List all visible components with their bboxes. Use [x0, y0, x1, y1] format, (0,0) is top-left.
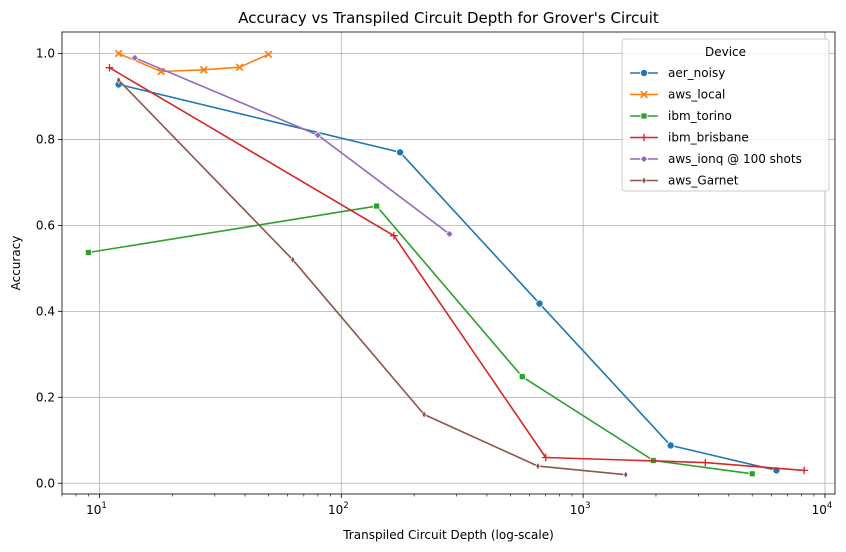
series-aws-local: [114, 49, 273, 76]
data-point: [666, 441, 675, 450]
grid-layer: [62, 32, 835, 494]
legend-entry: aws_local: [630, 88, 725, 102]
data-point: [390, 231, 398, 240]
legend-entries: aer_noisy aws_local ibm_torino ibm_brisbane…: [630, 66, 802, 188]
legend-entry: aws_ionq @ 100 shots: [630, 152, 802, 166]
data-point: [264, 50, 273, 59]
series-aws-ionq-100-shots: [130, 53, 454, 239]
data-point: [748, 470, 756, 478]
legend-entry: aws_Garnet: [630, 174, 739, 188]
x-axis-label: Transpiled Circuit Depth (log-scale): [342, 528, 554, 542]
legend-entry: aer_noisy: [630, 66, 725, 80]
y-tick-label: 1.0: [36, 46, 55, 60]
axes-frame: [61, 31, 836, 495]
x-tick-label: 102: [328, 501, 349, 517]
legend-marker: [640, 90, 648, 99]
data-point: [130, 53, 139, 62]
legend-label: aws_local: [668, 88, 725, 102]
y-tick-label: 0.8: [36, 132, 55, 146]
legend: Device aer_noisy aws_local ibm_torino ibm_b…: [621, 38, 830, 192]
legend-label: aws_ionq @ 100 shots: [668, 152, 802, 166]
legend-entry: ibm_brisbane: [630, 131, 749, 145]
legend-marker: [640, 112, 648, 120]
data-point: [84, 249, 92, 256]
data-point: [518, 373, 526, 381]
data-point: [623, 470, 629, 479]
legend-label: ibm_brisbane: [668, 131, 749, 145]
legend-label: aws_Garnet: [668, 174, 739, 188]
data-point: [421, 410, 427, 419]
data-point: [535, 299, 544, 308]
y-tick-label: 0.2: [36, 390, 55, 404]
series-aws-garnet: [116, 75, 629, 479]
x-tick-label: 101: [86, 501, 107, 517]
y-tick-label: 0.0: [36, 476, 55, 490]
data-point: [701, 458, 710, 467]
data-point: [535, 461, 541, 471]
data-point: [396, 148, 405, 157]
series-ibm-brisbane: [105, 63, 808, 475]
data-point: [313, 130, 323, 140]
data-point: [199, 65, 208, 74]
data-point: [114, 49, 123, 58]
legend-title: Device: [705, 45, 746, 59]
data-point: [235, 63, 244, 72]
y-axis-label: Accuracy: [9, 236, 23, 291]
data-point: [800, 466, 808, 475]
legend-label: ibm_torino: [668, 109, 732, 123]
legend-marker: [641, 176, 647, 185]
legend-label: aer_noisy: [668, 66, 725, 80]
y-tick-label: 0.4: [36, 304, 55, 318]
x-tick-label: 104: [812, 501, 833, 517]
legend-entry: ibm_torino: [630, 109, 732, 123]
data-point: [445, 229, 454, 239]
data-point: [373, 202, 381, 210]
data-point: [290, 255, 296, 264]
tick-layer: 0.0 0.2 0.4 0.6 0.8 1.0 101 102 103 104: [36, 46, 832, 517]
legend-marker: [639, 154, 649, 164]
x-tick-label: 103: [570, 501, 591, 517]
legend-marker: [640, 133, 648, 142]
data-point: [541, 453, 550, 462]
data-point: [116, 75, 122, 85]
data-point: [105, 63, 114, 72]
chart-title: Accuracy vs Transpiled Circuit Depth for…: [238, 9, 659, 27]
series-layer: [84, 49, 808, 479]
legend-box: [621, 38, 830, 192]
legend-marker: [640, 69, 649, 78]
y-tick-label: 0.6: [36, 218, 55, 232]
